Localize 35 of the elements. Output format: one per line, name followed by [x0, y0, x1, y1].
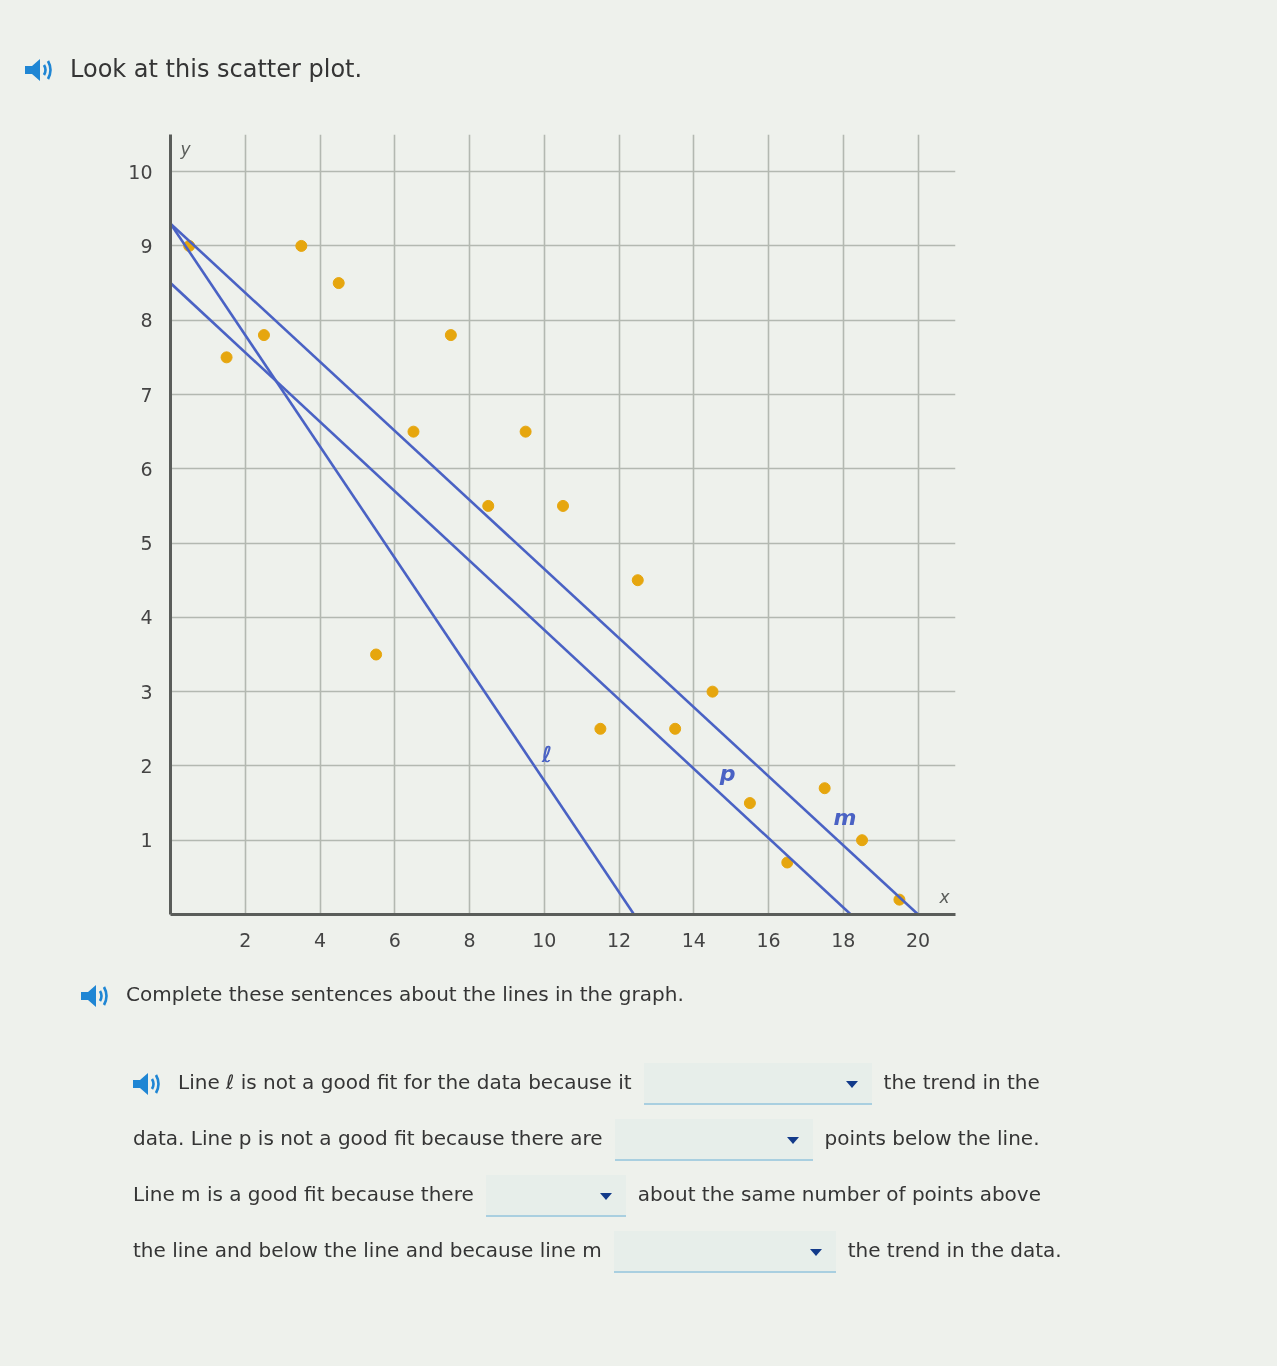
- series-label: ℓ: [540, 742, 553, 768]
- y-tick-label: 4: [140, 606, 153, 629]
- x-tick-label: 18: [831, 928, 856, 951]
- series-label: m: [833, 804, 857, 830]
- y-tick-label: 10: [128, 160, 153, 183]
- y-tick-label: 8: [140, 309, 153, 332]
- x-axis-title: x: [938, 886, 951, 907]
- text: Line ℓ is not a good fit for the data because it: [178, 1070, 632, 1094]
- x-tick-label: 8: [463, 928, 476, 951]
- y-tick-label: 3: [140, 680, 153, 703]
- y-tick-label: 7: [140, 383, 153, 406]
- chart-title: Look at this scatter plot.: [69, 54, 363, 85]
- text: the trend in the data.: [847, 1238, 1062, 1262]
- text: Complete these sentences about the lines in the graph.: [125, 981, 685, 1008]
- y-tick-label: 9: [140, 234, 153, 257]
- series-label: p: [718, 761, 736, 787]
- x-tick-label: 4: [313, 928, 327, 951]
- y-axis-title: y: [179, 138, 192, 159]
- x-tick-label: 12: [606, 928, 632, 951]
- text: the trend in the: [883, 1070, 1040, 1094]
- y-tick-label: 1: [140, 829, 153, 852]
- x-tick-label: 10: [532, 928, 557, 951]
- text: data. Line p is not a good fit because there are: [133, 1126, 603, 1150]
- y-tick-label: 5: [140, 532, 153, 555]
- x-tick-label: 14: [681, 928, 706, 951]
- x-tick-label: 20: [906, 928, 931, 951]
- x-tick-label: 16: [756, 928, 781, 951]
- text: points below the line.: [824, 1126, 1040, 1150]
- y-tick-label: 2: [140, 754, 153, 777]
- text: the line and below the line and because line m: [133, 1238, 602, 1262]
- text: about the same number of points above: [637, 1182, 1041, 1206]
- y-tick-label: 6: [140, 457, 153, 480]
- x-tick-label: 6: [388, 928, 401, 951]
- x-tick-label: 2: [239, 928, 252, 951]
- text: Line m is a good fit because there: [133, 1182, 474, 1206]
